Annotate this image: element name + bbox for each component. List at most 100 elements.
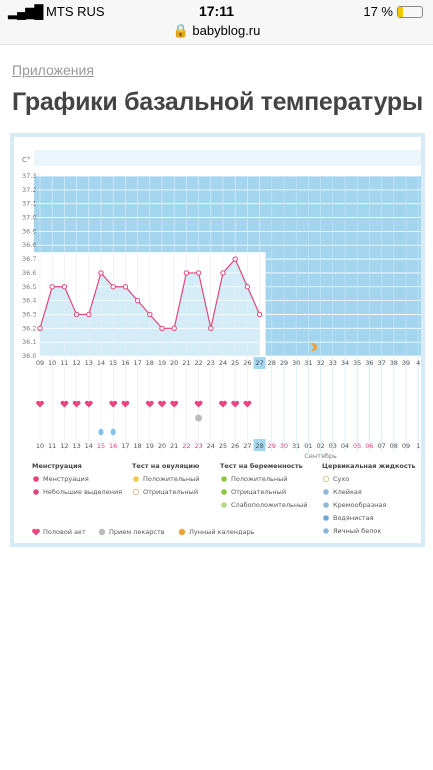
date-label: 26 <box>231 442 239 450</box>
heart-marker <box>60 400 69 408</box>
y-tick-label: 36.8 <box>22 241 36 249</box>
legend-title: Тест на овуляцию <box>132 462 200 470</box>
heart-marker <box>36 400 44 408</box>
temperature-point <box>134 297 141 304</box>
x-tick-label: 36 <box>365 359 373 367</box>
legend-item: Слабоположительный <box>231 501 307 509</box>
moon-marker <box>310 342 318 351</box>
temperature-point <box>122 284 129 290</box>
date-label: 08 <box>390 442 398 450</box>
legend-item: Лунный календарь <box>189 528 255 536</box>
temperature-point <box>244 284 251 290</box>
date-label: 02 <box>316 442 324 450</box>
temperature-point <box>195 270 202 276</box>
legend-item: Яичный белок <box>333 527 381 535</box>
x-tick-label: 35 <box>353 359 361 367</box>
date-label: 03 <box>329 442 337 450</box>
heart-marker <box>145 400 154 408</box>
x-tick-label: 31 <box>304 359 312 367</box>
date-label: 07 <box>377 442 385 450</box>
y-tick-label: 36.7 <box>22 255 36 263</box>
legend-item: Кремообразная <box>333 501 386 509</box>
x-tick-label: 20 <box>170 359 178 367</box>
x-tick-label: 19 <box>158 359 166 367</box>
x-tick-label: 25 <box>231 359 239 367</box>
date-label: 09 <box>402 442 410 450</box>
heart-marker <box>219 400 227 408</box>
temperature-point <box>147 311 153 318</box>
x-tick-label: 29 <box>280 359 288 367</box>
page-title: Графики базальной температуры <box>12 88 423 116</box>
x-tick-label: 09 <box>36 359 44 367</box>
x-tick-label: 33 <box>329 359 337 367</box>
x-tick-label: 32 <box>316 359 324 367</box>
date-label: 13 <box>72 442 80 450</box>
below-plot <box>34 356 421 456</box>
y-tick-label: 36.1 <box>22 338 36 346</box>
status-battery: 17 % <box>363 4 393 19</box>
heart-marker <box>72 400 81 408</box>
legend-icon <box>322 475 330 483</box>
date-label: 1 <box>416 442 420 450</box>
legend-icon <box>132 488 140 496</box>
y-tick-label: 37.1 <box>22 200 36 208</box>
date-label: 06 <box>365 442 373 450</box>
legend-icon <box>98 528 106 536</box>
legend-item: Отрицательный <box>231 488 286 496</box>
y-tick-label: 37.0 <box>22 214 36 222</box>
y-tick-label: 36.0 <box>22 352 36 360</box>
y-tick-label: 36.2 <box>22 324 36 332</box>
heart-marker <box>231 400 240 408</box>
temperature-point <box>256 311 263 318</box>
date-label: 14 <box>85 442 93 450</box>
date-label: 30 <box>280 442 288 450</box>
temperature-point <box>61 284 68 290</box>
x-tick-label: 39 <box>402 359 410 367</box>
x-tick-label: 16 <box>121 359 129 367</box>
temperature-point <box>73 311 80 318</box>
area <box>40 259 260 356</box>
breadcrumb[interactable]: Приложения <box>12 62 94 78</box>
y-tick-label: 37.2 <box>22 186 36 194</box>
legend-icon <box>33 489 39 495</box>
date-label: 24 <box>207 442 215 450</box>
x-tick-label: 38 <box>390 359 398 367</box>
battery-icon <box>397 6 423 18</box>
legend-icon <box>323 528 329 534</box>
drop-marker <box>98 428 104 436</box>
url[interactable]: babyblog.ru <box>192 23 261 38</box>
legend-title: Цервикальная жидкость <box>322 462 416 470</box>
y-tick-label: 36.4 <box>22 297 36 305</box>
browser-bar: ▂▄▆█ MTS RUS 17:11 17 % 🔒 babyblog.ru <box>0 0 433 45</box>
highlight-bottom <box>253 439 266 451</box>
x-tick-label: 13 <box>85 359 93 367</box>
date-label: 11 <box>48 442 56 450</box>
legend-item: Небольшие выделения <box>43 488 122 496</box>
date-label: 21 <box>170 442 178 450</box>
highlight-top <box>253 357 266 369</box>
x-tick-label: 34 <box>341 359 349 367</box>
carrier: MTS RUS <box>46 4 105 19</box>
date-label: 01 <box>304 442 312 450</box>
heart-marker <box>109 400 118 408</box>
date-label: 05 <box>353 442 361 450</box>
legend-item: Положительный <box>143 475 199 483</box>
status-carrier: ▂▄▆█ MTS RUS <box>8 4 105 19</box>
date-label: 10 <box>36 442 44 450</box>
heart-marker <box>158 400 166 408</box>
date-label: 25 <box>219 442 227 450</box>
x-tick-label: 26 <box>243 359 251 367</box>
month-label: Сентябрь <box>304 452 337 460</box>
temperature-point <box>110 284 116 290</box>
date-label: 04 <box>341 442 349 450</box>
date-label: 17 <box>121 442 129 450</box>
date-label: 16 <box>109 442 117 450</box>
heart-marker <box>121 400 130 408</box>
legend-icon <box>323 515 329 521</box>
legend-item: Водянистая <box>333 514 374 522</box>
x-tick-label: 28 <box>268 359 276 367</box>
temperature-point <box>98 270 104 276</box>
url-bar[interactable]: 🔒 babyblog.ru <box>172 23 261 38</box>
legend-icon <box>178 528 186 536</box>
